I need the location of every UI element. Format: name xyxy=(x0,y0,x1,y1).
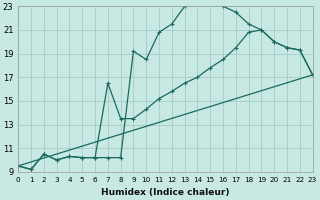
X-axis label: Humidex (Indice chaleur): Humidex (Indice chaleur) xyxy=(101,188,230,197)
